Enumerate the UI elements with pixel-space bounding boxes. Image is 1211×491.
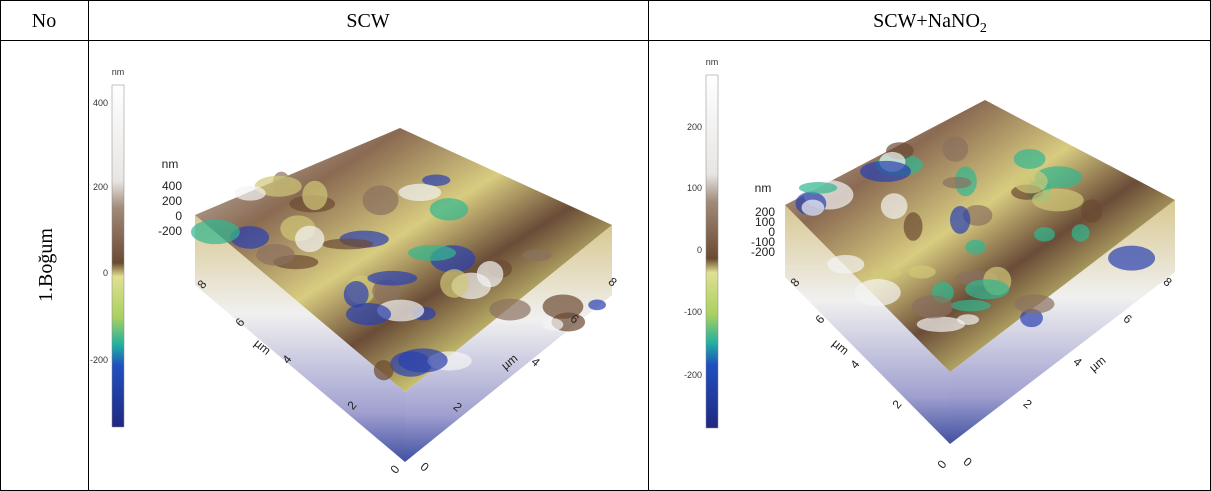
surface-feature [908, 265, 936, 278]
surface-feature [951, 300, 991, 312]
colorbar-unit: nm [112, 67, 125, 77]
surface-feature [346, 303, 391, 325]
surface-feature [408, 245, 456, 261]
surface-feature [398, 184, 441, 201]
z-tick-label: -200 [751, 245, 775, 259]
surface-feature [966, 240, 986, 255]
surface-feature [912, 295, 953, 318]
surface-feature [522, 249, 551, 261]
surface-feature [398, 348, 448, 372]
page: No SCW SCW+NaNO2 1.Boğum nm4002000-200nm… [0, 0, 1211, 491]
colorbar [706, 75, 718, 428]
surface-feature [1072, 224, 1090, 241]
surface-feature [1032, 189, 1084, 212]
surface-feature [827, 255, 864, 274]
surface-feature [234, 186, 265, 201]
header-sub: 2 [980, 21, 987, 36]
surface-feature [904, 212, 923, 241]
x-tick-label: 2 [889, 397, 904, 411]
z-tick-label: 0 [175, 209, 182, 223]
colorbar-tick-label: -200 [90, 355, 108, 365]
z-tick-label: 200 [162, 194, 182, 208]
colorbar [112, 85, 124, 427]
surface-feature [802, 200, 825, 216]
surface-feature [1081, 199, 1103, 223]
surface-feature [950, 206, 970, 234]
y-tick-label: 0 [418, 459, 432, 474]
surface-feature [440, 269, 469, 298]
surface-feature [367, 271, 417, 286]
surface-feature [302, 181, 327, 210]
x-tick-label: 0 [387, 462, 402, 476]
surface-feature [1014, 169, 1048, 193]
colorbar-tick-label: 0 [697, 245, 702, 255]
colorbar-tick-label: 400 [93, 98, 108, 108]
surface-feature [374, 360, 394, 380]
surface-feature [965, 279, 1009, 299]
colorbar-tick-label: 200 [93, 182, 108, 192]
surface-feature [881, 193, 908, 219]
surface-feature [870, 268, 901, 278]
surface-feature [588, 300, 606, 311]
surface-feature [191, 220, 240, 245]
surface-feature [1108, 246, 1155, 271]
row-label: 1.Boğum [35, 228, 57, 302]
colorbar-tick-label: -100 [684, 307, 702, 317]
y-axis-unit: µm [1086, 353, 1108, 375]
surface-feature [322, 239, 373, 250]
surface-feature [855, 279, 901, 306]
header-no: No [32, 10, 56, 32]
surface-feature [942, 136, 968, 161]
z-axis-unit: nm [755, 181, 772, 195]
surface-feature [1014, 294, 1054, 313]
y-tick-label: 0 [961, 454, 975, 469]
y-tick-label: 6 [1121, 311, 1135, 326]
surface-feature [799, 182, 837, 194]
surface-feature [1034, 227, 1055, 241]
z-tick-label: -200 [158, 224, 182, 238]
colorbar-tick-label: -200 [684, 370, 702, 380]
surface-feature [543, 318, 563, 330]
y-tick-label: 2 [1021, 396, 1035, 411]
header-scw: SCW [346, 10, 389, 32]
surface-feature [430, 198, 468, 220]
colorbar-tick-label: 200 [687, 122, 702, 132]
colorbar-unit: nm [706, 57, 719, 67]
x-tick-label: 0 [934, 457, 949, 471]
surface-feature [295, 226, 324, 252]
header-base: SCW+NaNO [873, 10, 980, 32]
surface-feature [957, 314, 979, 325]
y-tick-label: 4 [1071, 354, 1085, 369]
z-axis-unit: nm [162, 157, 179, 171]
surface-feature [489, 299, 530, 321]
colorbar-tick-label: 100 [687, 183, 702, 193]
surface-feature [256, 244, 295, 266]
surface-feature [943, 177, 972, 189]
surface-feature [860, 161, 911, 182]
surface-feature [1014, 149, 1046, 169]
x-tick-label: 4 [847, 357, 862, 371]
header-scw-nano2: SCW+NaNO2 [873, 10, 987, 36]
colorbar-tick-label: 0 [103, 268, 108, 278]
surface-feature [363, 185, 399, 215]
z-tick-label: 400 [162, 179, 182, 193]
